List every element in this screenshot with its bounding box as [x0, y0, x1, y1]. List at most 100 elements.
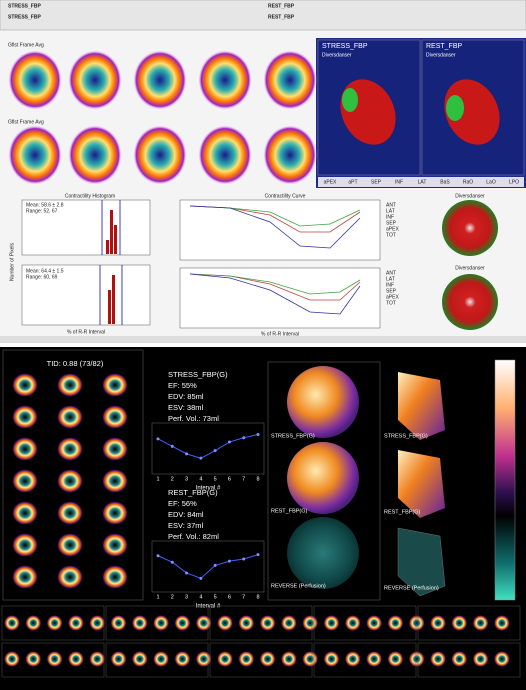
slice-image — [263, 50, 317, 110]
thumbnail — [131, 651, 148, 667]
legend-entry: ANT — [386, 270, 396, 276]
ventricle — [398, 450, 445, 518]
status-bar — [0, 336, 526, 343]
thumb-group — [105, 605, 209, 641]
curve-title: Contractility Curve — [265, 193, 306, 199]
slice-image — [12, 469, 38, 493]
x-axis-label: Interval # — [196, 604, 221, 610]
view-button[interactable]: aPT — [348, 179, 357, 185]
stats-line: Perf. Vol.: 73ml — [168, 414, 219, 423]
thumbnail — [451, 651, 468, 667]
thumbnail — [67, 615, 84, 631]
view-button[interactable]: LAT — [418, 179, 427, 185]
slice-image — [102, 469, 128, 493]
stats-line: ESV: 37ml — [168, 521, 203, 530]
thumbnail — [472, 651, 489, 667]
thumbnail — [259, 615, 276, 631]
thumbnail — [366, 615, 383, 631]
header-bar — [0, 0, 526, 31]
x-tick-label: 1 — [156, 476, 159, 482]
thumbnail — [451, 615, 468, 631]
slice-image — [102, 437, 128, 461]
slice-image — [12, 373, 38, 397]
stats-line: EF: 55% — [168, 381, 197, 390]
thumbnail — [46, 651, 63, 667]
stats-line: ESV: 38ml — [168, 403, 203, 412]
thumbnail — [302, 615, 319, 631]
x-tick-label: 5 — [214, 476, 217, 482]
rest-label: REST_FBP — [268, 14, 295, 20]
thumbnail — [131, 615, 148, 631]
view-button[interactable]: BaS — [440, 179, 450, 185]
curve-point — [213, 563, 217, 567]
hist-bar — [110, 210, 113, 254]
legend-entry: aPEX — [386, 226, 399, 232]
stats-name: REST_FBP(G) — [168, 488, 218, 497]
view-title: STRESS_FBP — [322, 43, 368, 50]
slice-image — [102, 565, 128, 589]
thumbnail — [238, 615, 255, 631]
heart-3d — [444, 79, 500, 145]
view-button[interactable]: LPO — [509, 179, 519, 185]
polar-label: REVERSE (Perfusion) — [271, 583, 326, 589]
x-tick-label: 8 — [256, 594, 259, 600]
thumbnail — [472, 615, 489, 631]
view-button[interactable]: RaO — [463, 179, 473, 185]
slice-image — [57, 533, 83, 557]
curve-point — [199, 576, 203, 580]
slice-image — [102, 405, 128, 429]
view-button[interactable]: INF — [395, 179, 403, 185]
legend-entry: TOT — [386, 300, 396, 306]
thumbnail — [195, 615, 212, 631]
slice-image — [263, 125, 317, 185]
thumbnail — [25, 651, 42, 667]
curve-line — [189, 273, 361, 295]
thumb-group — [209, 605, 313, 641]
curve-point — [156, 554, 160, 558]
view-title: REST_FBP — [426, 43, 463, 50]
curve-line — [157, 554, 259, 579]
thumbnail — [430, 615, 446, 631]
curve-point — [242, 436, 246, 440]
thumbnail — [4, 615, 20, 631]
slice-image — [12, 501, 38, 525]
color-bar — [494, 359, 516, 601]
x-tick-label: 2 — [171, 594, 174, 600]
curve-point — [170, 444, 174, 448]
curve-point — [185, 452, 189, 456]
hist-bar — [108, 290, 111, 324]
slice-image — [57, 373, 83, 397]
slice-image — [57, 501, 83, 525]
chart-frame — [151, 540, 265, 593]
stats-name: STRESS_FBP(G) — [168, 370, 228, 379]
polar-title: Diversdanser — [455, 265, 485, 271]
thumb-group — [1, 605, 105, 641]
legend-entry: TOT — [386, 232, 396, 238]
view-button[interactable]: aPEX — [324, 179, 337, 185]
polar-map — [287, 517, 359, 589]
thumbnail — [344, 651, 361, 667]
thumbnail — [110, 651, 127, 667]
x-axis-label: Interval # — [196, 486, 221, 492]
thumb-group — [313, 605, 417, 641]
row-label: Gflst Frame Avg — [8, 42, 44, 48]
thumbnail — [67, 651, 84, 667]
thumbnail — [174, 615, 191, 631]
curve-point — [256, 433, 260, 437]
stats-line: Perf. Vol.: 82ml — [168, 532, 219, 541]
thumbnail — [280, 651, 297, 667]
hist-bar — [106, 240, 109, 254]
slice-frame — [2, 349, 144, 601]
thumb-group — [313, 642, 417, 678]
slice-image — [8, 125, 62, 185]
curve-point — [170, 560, 174, 564]
legend-entry: SEP — [386, 220, 397, 226]
legend-entry: LAT — [386, 208, 395, 214]
view-button[interactable]: LaO — [486, 179, 496, 185]
curve-point — [256, 553, 260, 557]
view-button[interactable]: SEP — [371, 179, 382, 185]
slice-image — [57, 437, 83, 461]
thumb-group — [417, 642, 521, 678]
chart-frame — [151, 422, 265, 475]
polar-title: Diversdanser — [455, 193, 485, 199]
